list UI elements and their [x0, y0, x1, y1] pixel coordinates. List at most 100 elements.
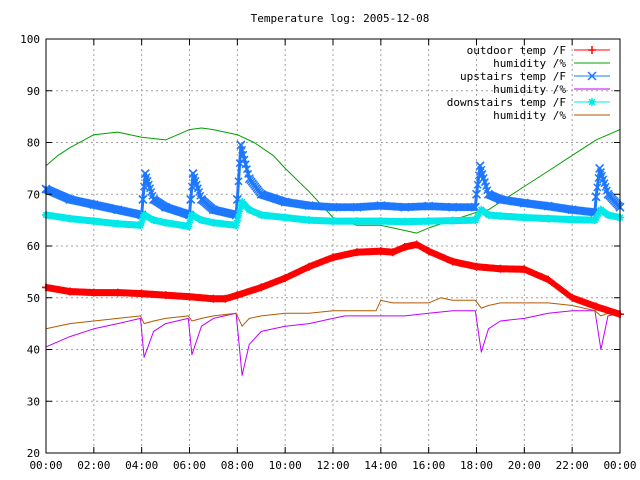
data-point [477, 205, 486, 214]
data-point [400, 202, 410, 212]
data-point [496, 264, 505, 273]
data-point [496, 211, 505, 220]
data-point [237, 203, 245, 211]
data-point [376, 201, 386, 211]
data-point [304, 201, 314, 211]
data-point [475, 161, 485, 171]
data-point [185, 292, 194, 301]
data-point [89, 288, 98, 297]
data-point [400, 243, 409, 252]
data-point [113, 205, 123, 215]
data-point [221, 294, 230, 303]
data-point [161, 291, 170, 300]
chart-title: Temperature log: 2005-12-08 [251, 12, 430, 25]
data-point [543, 201, 553, 211]
data-point [590, 216, 599, 225]
data-point [470, 203, 479, 212]
data-point [592, 302, 601, 311]
data-point [244, 174, 254, 184]
legend-marker [588, 98, 596, 106]
data-point [567, 205, 577, 215]
data-point [139, 214, 147, 222]
y-tick-label: 100 [20, 33, 40, 46]
data-point [281, 213, 290, 222]
data-point [138, 218, 146, 226]
data-point [140, 210, 149, 219]
data-point [149, 194, 159, 204]
data-point [352, 217, 361, 226]
data-point [65, 287, 74, 296]
series-line [45, 310, 621, 376]
data-point [603, 189, 613, 199]
data-point [424, 201, 434, 211]
data-point [233, 217, 241, 225]
data-point [467, 203, 476, 212]
data-point [197, 216, 206, 225]
data-point [473, 180, 482, 189]
data-point [472, 262, 481, 271]
legend-entry: humidity /% [493, 109, 610, 122]
series-3 [45, 310, 621, 376]
legend-entry: downstairs temp /F [447, 96, 610, 109]
data-point [232, 221, 241, 230]
data-point [328, 202, 338, 212]
data-point [65, 194, 75, 204]
data-point [186, 194, 196, 204]
legend-marker [587, 71, 597, 81]
data-point [448, 216, 457, 225]
axis-ticks: 20 30 40 50 60 70 80 90 100 00:00 02:00 04:00 06:00 0… [20, 33, 636, 472]
data-point [140, 169, 150, 179]
data-point [113, 288, 122, 297]
data-point [412, 240, 421, 249]
data-point [65, 214, 74, 223]
y-tick-label: 90 [27, 85, 40, 98]
data-point [591, 192, 601, 202]
y-tick-label: 70 [27, 188, 40, 201]
data-point [448, 257, 457, 266]
data-point [89, 200, 99, 210]
legend-entry: upstairs temp /F [460, 70, 610, 83]
data-point [257, 283, 266, 292]
legend-label: downstairs temp /F [447, 96, 566, 109]
data-point [236, 140, 246, 150]
data-point [235, 212, 243, 220]
data-point [187, 215, 195, 223]
data-point [113, 219, 122, 228]
data-point [352, 248, 361, 257]
data-point [149, 216, 158, 225]
data-point [161, 202, 171, 212]
x-tick-label: 04:00 [125, 459, 158, 472]
legend-label: humidity /% [493, 109, 566, 122]
data-point [140, 182, 149, 191]
data-point [495, 194, 505, 204]
data-point [305, 262, 314, 271]
x-tick-label: 22:00 [556, 459, 589, 472]
series-2 [41, 140, 625, 220]
data-point [424, 247, 433, 256]
data-point [280, 197, 290, 207]
data-point [256, 189, 266, 199]
data-point [352, 202, 362, 212]
legend-label: upstairs temp /F [460, 70, 566, 83]
data-point [388, 248, 397, 257]
grid [46, 39, 620, 453]
data-point [234, 177, 243, 186]
y-tick-label: 80 [27, 137, 40, 150]
y-tick-label: 50 [27, 292, 40, 305]
series-line [45, 297, 620, 330]
data-point [329, 253, 337, 262]
data-point [329, 217, 337, 226]
data-point [520, 213, 529, 222]
data-point [89, 217, 98, 226]
data-point [209, 218, 218, 227]
data-point [604, 210, 613, 219]
x-tick-label: 18:00 [460, 459, 493, 472]
legend-label: humidity /% [493, 57, 566, 70]
x-tick-label: 10:00 [269, 459, 302, 472]
data-point [138, 194, 148, 204]
data-point [593, 183, 602, 192]
data-point [376, 247, 385, 256]
legend-entry: humidity /% [493, 83, 610, 96]
